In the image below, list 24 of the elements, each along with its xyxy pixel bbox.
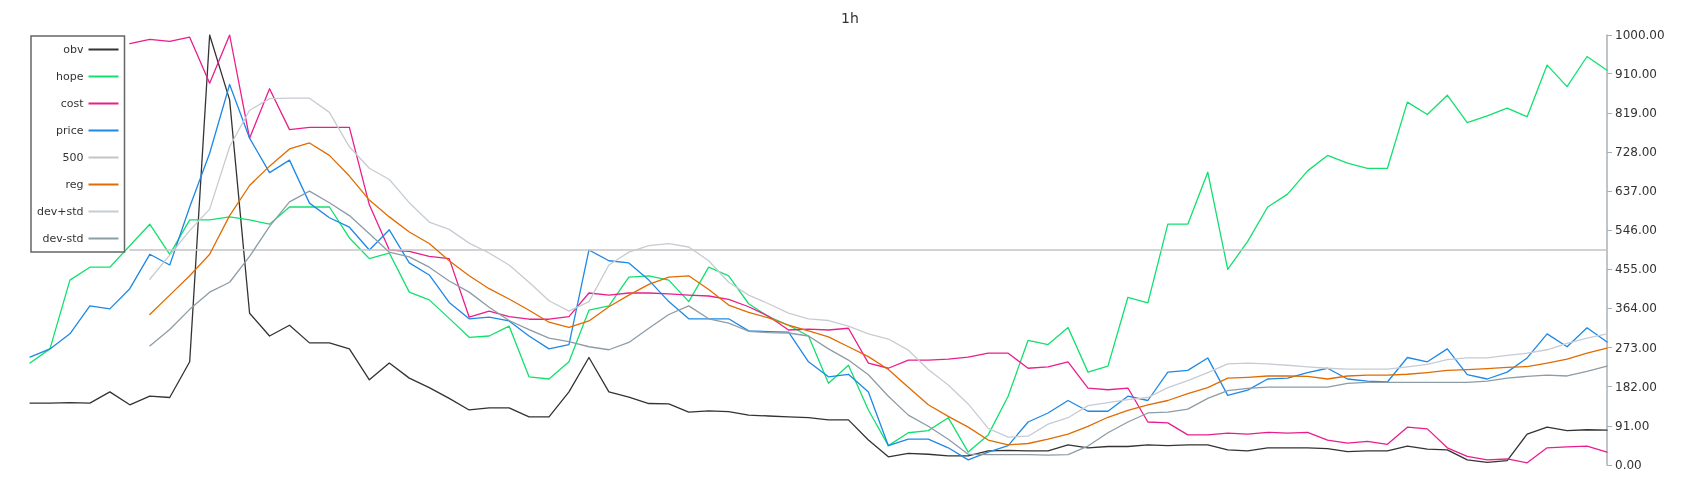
y-tick-label: 1000.00 [1615,28,1665,42]
y-tick-label: 91.00 [1615,418,1650,433]
y-tick-label: 0.00 [1615,458,1642,472]
line-series [149,97,1608,438]
line-series [149,142,1608,446]
legend-label: 500 [62,151,84,164]
y-tick-label: 273.00 [1615,340,1657,355]
y-tick-label: 728.00 [1615,144,1657,159]
chart-title: 1h [841,10,859,26]
legend-label: obv [63,43,84,56]
legend-label: hope [56,70,84,83]
legend-label: price [56,124,84,137]
y-tick-label: 910.00 [1615,66,1657,81]
legend-label: reg [65,178,84,191]
y-tick-label: 819.00 [1615,105,1657,120]
line-series [149,190,1608,456]
y-tick-label: 182.00 [1615,379,1657,394]
y-tick-label: 364.00 [1615,301,1657,316]
y-tick-label: 455.00 [1615,262,1657,277]
legend-label: dev+std [36,205,84,218]
y-tick-label: 637.00 [1615,184,1657,199]
legend-label: cost [60,97,85,110]
legend-label: dev-std [42,232,84,245]
y-tick-label: 546.00 [1615,223,1657,238]
